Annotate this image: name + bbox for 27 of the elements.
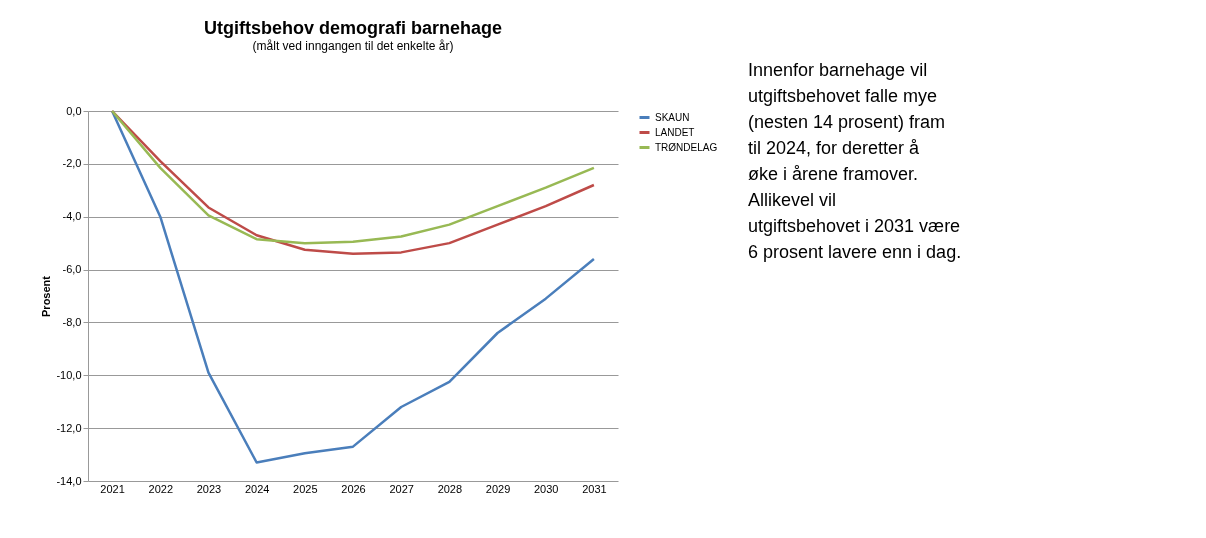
x-tick-label: 2031 (582, 482, 607, 495)
x-tick-label: 2023 (196, 482, 222, 495)
x-tick-label: 2029 (485, 482, 511, 495)
line-series (110, 109, 596, 464)
y-tick-label: -8,0 (62, 315, 82, 328)
x-tick-label: 2024 (244, 482, 270, 495)
y-tick-label: -6,0 (62, 263, 82, 276)
y-tick-label: 0,0 (66, 104, 82, 117)
y-tick-label: -10,0 (56, 368, 82, 381)
chart-title: Utgiftsbehov demografi barnehage (203, 18, 503, 38)
y-tick-label: -2,0 (62, 157, 82, 170)
y-tick-label: -14,0 (56, 474, 82, 487)
x-tick-label: 2030 (533, 482, 559, 495)
x-tick-label: 2021 (100, 482, 125, 495)
chart-subtitle: (målt ved inngangen til det enkelte år) (252, 39, 454, 53)
text: Innenfor barnehage vil utgiftsbehovet falle mye (nesten 14 prosent) fram til 2024, for deretter å øke i årene framover. Allikevel vil utgiftsbehovet i 2031 være 6 prosent lavere enn i dag. (748, 60, 962, 262)
legend-label: TRØNDELAG (655, 141, 718, 153)
legend-label: LANDET (655, 126, 695, 138)
x-tick-label: 2028 (437, 482, 463, 495)
y-tick-label: -12,0 (56, 421, 82, 434)
legend-label: SKAUN (655, 111, 690, 123)
x-tick-label: 2025 (293, 482, 318, 495)
y-axis-title: Prosent (40, 275, 53, 317)
y-tick-label: -4,0 (62, 210, 82, 223)
x-tick-label: 2022 (148, 482, 174, 495)
x-tick-label: 2026 (341, 482, 366, 495)
x-tick-label: 2027 (389, 482, 414, 495)
